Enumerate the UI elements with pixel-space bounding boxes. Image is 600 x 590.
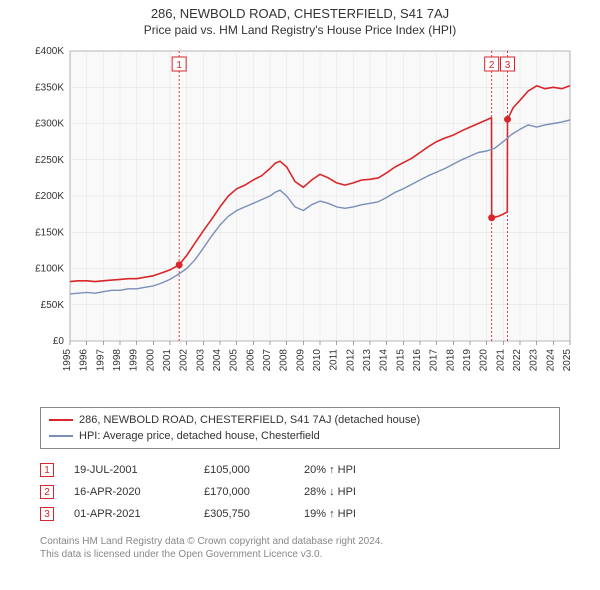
legend-swatch [49,419,73,421]
price-chart: £0 £50K £100K £150K £200K £250K £300K £350K £400… [20,41,580,401]
svg-text:2007: 2007 [262,349,273,372]
svg-text:2015: 2015 [395,349,406,372]
svg-text:2011: 2011 [329,349,340,371]
svg-text:2022: 2022 [512,349,523,372]
legend-swatch [49,435,73,437]
svg-text:£50K: £50K [41,300,65,311]
svg-text:£350K: £350K [35,82,64,93]
svg-text:2017: 2017 [429,349,440,372]
svg-text:1999: 1999 [129,349,140,372]
svg-text:2020: 2020 [479,349,490,372]
legend-item: 286, NEWBOLD ROAD, CHESTERFIELD, S41 7AJ… [49,412,551,428]
event-date: 01-APR-2021 [74,508,184,520]
svg-text:2014: 2014 [379,349,390,372]
svg-text:2013: 2013 [362,349,373,372]
svg-text:2000: 2000 [145,349,156,372]
svg-text:2006: 2006 [245,349,256,372]
event-date: 16-APR-2020 [74,486,184,498]
event-row: 2 16-APR-2020 £170,000 28% ↓ HPI [40,481,560,503]
event-marker: 3 [40,507,54,521]
event-pct: 28% ↓ HPI [304,486,404,498]
event-price: £305,750 [204,508,284,520]
svg-text:2023: 2023 [529,349,540,372]
attribution-line: This data is licensed under the Open Gov… [40,548,560,561]
svg-text:1996: 1996 [79,349,90,372]
svg-text:2001: 2001 [162,349,173,372]
svg-text:£0: £0 [53,336,65,347]
svg-text:2021: 2021 [495,349,506,372]
svg-text:£150K: £150K [35,227,64,238]
event-row: 1 19-JUL-2001 £105,000 20% ↑ HPI [40,459,560,481]
svg-text:2: 2 [489,60,495,71]
svg-text:2012: 2012 [345,349,356,372]
svg-text:2010: 2010 [312,349,323,372]
svg-text:1998: 1998 [112,349,123,372]
svg-text:2002: 2002 [179,349,190,372]
title-subtitle: Price paid vs. HM Land Registry's House … [0,21,600,41]
events-table: 1 19-JUL-2001 £105,000 20% ↑ HPI 2 16-AP… [40,459,560,525]
svg-text:£200K: £200K [35,191,64,202]
legend-item: HPI: Average price, detached house, Ches… [49,428,551,444]
event-price: £170,000 [204,486,284,498]
attribution-line: Contains HM Land Registry data © Crown c… [40,535,560,548]
event-date: 19-JUL-2001 [74,464,184,476]
event-pct: 20% ↑ HPI [304,464,404,476]
svg-text:£400K: £400K [35,46,64,57]
event-row: 3 01-APR-2021 £305,750 19% ↑ HPI [40,503,560,525]
event-pct: 19% ↑ HPI [304,508,404,520]
svg-text:1995: 1995 [62,349,73,372]
svg-text:2024: 2024 [545,349,556,372]
svg-text:2004: 2004 [212,349,223,372]
svg-text:2025: 2025 [562,349,573,372]
svg-text:2018: 2018 [445,349,456,372]
attribution: Contains HM Land Registry data © Crown c… [40,535,560,561]
svg-text:2009: 2009 [295,349,306,372]
event-price: £105,000 [204,464,284,476]
svg-text:2003: 2003 [195,349,206,372]
legend: 286, NEWBOLD ROAD, CHESTERFIELD, S41 7AJ… [40,407,560,449]
svg-text:2019: 2019 [462,349,473,372]
svg-text:£300K: £300K [35,119,64,130]
svg-text:£100K: £100K [35,264,64,275]
svg-text:£250K: £250K [35,155,64,166]
event-marker: 2 [40,485,54,499]
legend-label: 286, NEWBOLD ROAD, CHESTERFIELD, S41 7AJ… [79,414,420,426]
svg-text:2016: 2016 [412,349,423,372]
title-address: 286, NEWBOLD ROAD, CHESTERFIELD, S41 7AJ [0,0,600,21]
svg-text:2005: 2005 [229,349,240,372]
svg-text:2008: 2008 [279,349,290,372]
svg-text:1: 1 [176,60,182,71]
svg-text:1997: 1997 [95,349,106,372]
legend-label: HPI: Average price, detached house, Ches… [79,430,320,442]
svg-text:3: 3 [505,60,511,71]
event-marker: 1 [40,463,54,477]
